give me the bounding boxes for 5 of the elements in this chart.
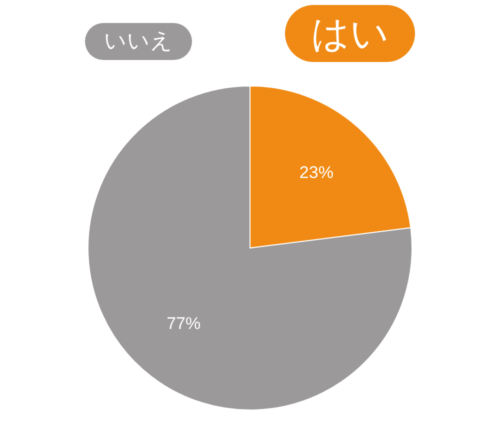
slice-label: はい bbox=[311, 12, 389, 56]
slice-label: いいえ bbox=[104, 29, 173, 54]
data-label: 77% bbox=[166, 314, 201, 333]
data-label: 23% bbox=[299, 163, 334, 182]
pie-slice bbox=[88, 86, 412, 410]
